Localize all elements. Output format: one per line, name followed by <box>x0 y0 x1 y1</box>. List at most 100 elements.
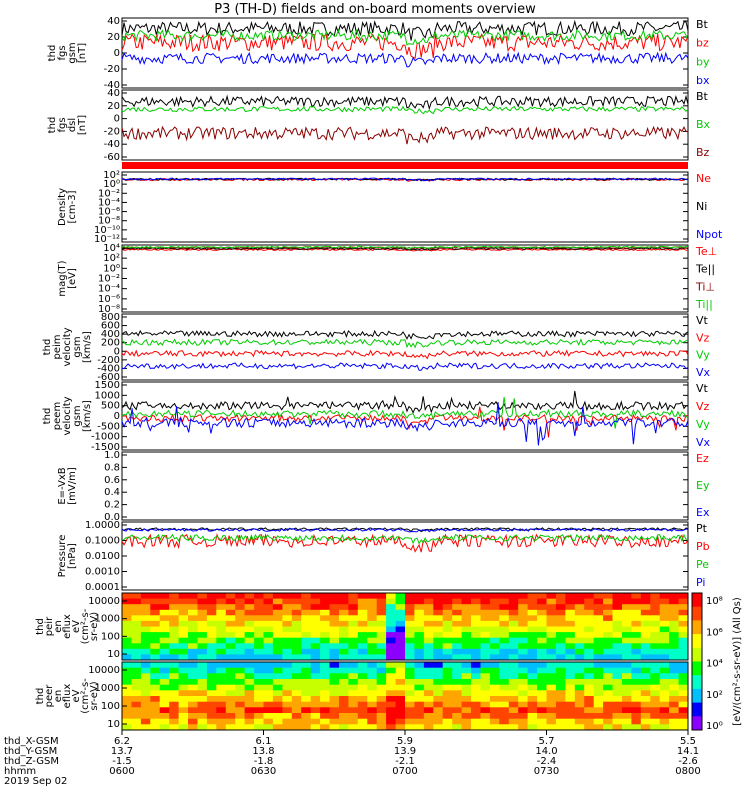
spectrogram-cell <box>471 701 481 708</box>
spectrogram-cell <box>244 654 255 661</box>
ytick-label: 10² <box>103 170 120 181</box>
spectrogram-cell <box>442 643 453 650</box>
spectrogram-cell <box>574 662 585 669</box>
spectrogram-cell <box>131 713 142 720</box>
spectrogram-cell <box>357 637 368 644</box>
spectrogram-cell <box>272 667 283 674</box>
spectrogram-cell <box>395 707 406 714</box>
spectrogram-cell <box>235 667 246 674</box>
spectrogram-cell <box>197 637 208 644</box>
colorbar-tick: 10⁸ <box>706 596 723 607</box>
spectrogram-cell <box>480 643 491 650</box>
spectrogram-cell <box>499 598 510 605</box>
spectrogram-cell <box>527 690 538 697</box>
spectrogram-cell <box>188 690 198 697</box>
spectrogram-cell <box>508 667 519 674</box>
spectrogram-cell <box>452 609 463 616</box>
spectrogram-cell <box>659 690 670 697</box>
spectrogram-cell <box>678 632 689 639</box>
spectrogram-cell <box>584 648 595 655</box>
spectrogram-cell <box>546 667 557 674</box>
spectrogram-cell <box>480 690 491 697</box>
spectrogram-cell <box>423 690 434 697</box>
ytick-label: 10⁻⁴ <box>98 284 120 295</box>
spectrogram-cell <box>263 713 274 720</box>
spectrogram-cell <box>339 696 349 703</box>
colorbar-step <box>692 688 702 704</box>
spectrogram-cell <box>405 609 415 616</box>
spectrogram-cell <box>405 620 415 627</box>
spectrogram-cell <box>395 673 406 680</box>
spectrogram-cell <box>574 648 585 655</box>
ytick-label: 10⁻⁶ <box>98 207 120 218</box>
spectrogram-cell <box>537 604 547 611</box>
spectrogram-cell <box>348 620 359 627</box>
spectrogram-cell <box>272 626 283 633</box>
ytick-label: 10⁻¹⁰ <box>94 225 120 236</box>
spectrogram-cell <box>386 598 396 605</box>
spectrogram-cell <box>376 637 387 644</box>
spectrogram-cell <box>622 724 632 731</box>
spectrogram-cell <box>603 713 613 720</box>
spectrogram-cell <box>555 696 566 703</box>
spectrogram-cell <box>471 648 481 655</box>
spectrogram-cell <box>461 593 472 600</box>
spectrogram-cell <box>555 679 566 686</box>
spectrogram-cell <box>537 724 547 731</box>
spectrogram-cell <box>197 679 208 686</box>
spectrogram-cell <box>320 724 330 731</box>
spectrogram-cell <box>272 696 283 703</box>
spectrogram-cell <box>414 724 425 731</box>
spectrogram-cell <box>584 679 595 686</box>
spectrogram-cell <box>423 713 434 720</box>
spectrogram-cell <box>310 637 321 644</box>
spectrogram-cell <box>329 643 340 650</box>
spectrogram-cell <box>518 662 529 669</box>
spectrogram-cell <box>216 701 227 708</box>
spectrogram-cell <box>452 684 463 691</box>
spectrogram-cell <box>622 684 632 691</box>
spectrogram-cell <box>546 637 557 644</box>
spectrogram-cell <box>348 609 359 616</box>
spectrogram-cell <box>546 718 557 725</box>
spectrogram-cell <box>405 707 415 714</box>
ytick-label: 10⁻⁸ <box>98 304 120 315</box>
spectrogram-cell <box>339 609 349 616</box>
spectrogram-cell <box>480 701 491 708</box>
spectrogram-cell <box>508 713 519 720</box>
spectrogram-cell <box>603 620 613 627</box>
spectrogram-cell <box>197 673 208 680</box>
legend-Pe: Pe <box>696 558 709 571</box>
spectrogram-cell <box>650 724 661 731</box>
series-line-Vy <box>121 338 689 349</box>
spectrogram-cell <box>301 724 312 731</box>
panel-ylabel: [nPa] <box>67 543 78 569</box>
spectrogram-cell <box>225 673 236 680</box>
spectrogram-cell <box>140 696 151 703</box>
spectrogram-cell <box>150 679 161 686</box>
legend-Vy: Vy <box>696 349 710 362</box>
spectrogram-cell <box>593 604 604 611</box>
spectrogram-cell <box>357 643 368 650</box>
spectrogram-cell <box>640 654 651 661</box>
legend-Vz: Vz <box>696 331 710 344</box>
spectrogram-cell <box>310 713 321 720</box>
spectrogram-cell <box>461 707 472 714</box>
spectrogram-cell <box>489 632 500 639</box>
spectrogram-cell <box>555 662 566 669</box>
spectrogram-cell <box>471 632 481 639</box>
panel-ylabel: gsm <box>72 336 83 357</box>
spectrogram-cell <box>348 696 359 703</box>
spectrogram-cell <box>386 684 396 691</box>
spectrogram-cell <box>565 696 576 703</box>
spectrogram-cell <box>499 707 510 714</box>
panel-ylabel: [cm-3] <box>67 190 78 223</box>
spectrogram-cell <box>669 724 679 731</box>
spectrogram-cell <box>433 643 444 650</box>
ytick-label: 0.4 <box>104 487 120 498</box>
spectrogram-frame-peir <box>121 592 689 661</box>
spectrogram-cell <box>489 648 500 655</box>
spectrogram-cell <box>367 654 378 661</box>
spectrogram-cell <box>339 626 349 633</box>
spectrogram-cell <box>508 632 519 639</box>
